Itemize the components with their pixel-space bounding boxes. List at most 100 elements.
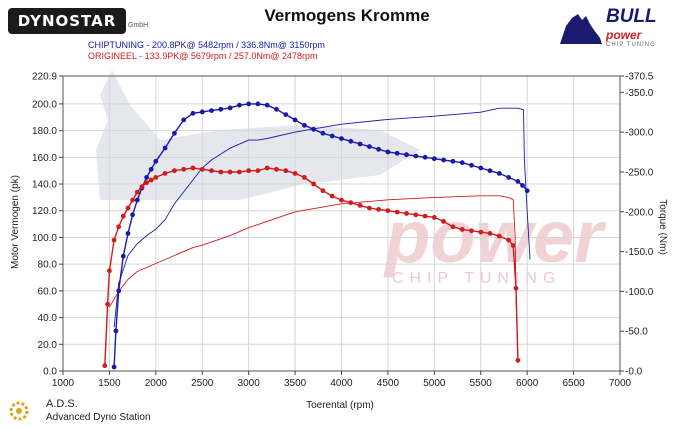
watermark: power CHIP TUNING [96,70,607,287]
series-origineel-point [134,189,140,195]
series-origineel-point [394,209,400,215]
series-origineel-point [153,175,159,180]
x-tick-label: 1000 [52,378,75,389]
series-chiptuning-point [246,101,252,107]
axis-labels: Toerental (rpm) Motor Vermogen (pk) Torq… [10,175,668,411]
series-chiptuning-point [130,212,136,218]
series-chiptuning-point [283,112,289,117]
series-origineel-point [385,208,391,214]
y-axis-label: Motor Vermogen (pk) [10,175,21,269]
series-origineel-point [459,227,465,232]
series-chiptuning-point [413,153,419,159]
series-origineel-point [292,171,298,176]
series-origineel-point [218,169,224,175]
y-tick-label: 200.0 [32,99,57,110]
x-tick-label: 4000 [330,378,353,389]
series-origineel-point [283,168,289,174]
x-tick-label: 5000 [423,378,446,389]
series-chiptuning-point [520,183,525,188]
series-chiptuning-point [148,166,154,172]
series-origineel-point [320,188,326,194]
y-tick-label: 140.0 [32,180,57,191]
y2-tick-label: -300.0 [625,128,654,139]
x-tick-label: 3000 [238,378,261,389]
x-tick-label: 7000 [609,378,632,389]
series-origineel-point [311,181,316,187]
bull-logo-word: BULL [606,6,657,27]
series-chiptuning-point [162,145,168,151]
series-chiptuning-point [487,168,493,174]
bull-logo-power: power [606,28,642,42]
series-origineel-point [513,285,519,291]
series-chiptuning-point [227,105,233,111]
series-origineel-point [190,165,196,171]
series-chiptuning-point [125,231,131,236]
y2-tick-label: -370.5 [625,72,654,83]
legend-chiptuning: CHIPTUNING - 200.8PK@ 5482rpm / 336.8Nm@… [88,40,325,50]
series-chiptuning-point [478,165,484,171]
series-chiptuning-point [459,160,465,166]
series-origineel-point [237,169,242,175]
series-origineel-point [144,180,150,186]
y2-tick-label: -200.0 [625,207,654,218]
series-origineel-point [130,197,136,203]
x-tick-label: 6500 [562,378,585,389]
series-chiptuning-point [190,110,196,116]
series-origineel-point [227,169,233,175]
series-chiptuning-point [431,156,437,162]
x-tick-label: 2000 [145,378,168,389]
series-origineel-point [274,166,279,172]
bull-logo-chip: CHIP TUNING [606,42,656,48]
chart-title: Vermogens Kromme [264,6,430,25]
series-origineel-point [264,165,270,171]
series-origineel-point [413,212,419,218]
series-chiptuning-point [469,162,474,168]
y-tick-label: 60.0 [38,286,58,297]
y-tick-label: 0.0 [43,367,57,378]
series-origineel-point [116,224,122,230]
series-chiptuning-point [376,146,381,152]
series-origineel-point [510,243,516,248]
y-tick-label: 120.0 [32,206,57,217]
y-tick-label: 80.0 [38,260,58,271]
ads-brand: A.D.S. [46,398,78,410]
series-chiptuning-power-line [113,103,528,368]
y2-tick-label: -250.0 [625,167,654,178]
watermark-bull-icon [96,70,420,200]
series-chiptuning-point [209,108,214,113]
series-origineel-point [162,171,168,176]
series-chiptuning-point [385,149,391,155]
y-tick-label: 40.0 [38,313,58,324]
series-origineel-point [376,207,381,212]
y2-tick-label: -100.0 [625,287,654,298]
y-tick-label: 20.0 [38,340,58,351]
series-origineel-point [348,200,354,206]
x-tick-label: 5500 [470,378,493,389]
x-tick-label: 2500 [191,378,214,389]
series-chiptuning-point [113,328,119,334]
series-chiptuning-point [320,130,326,136]
series-origineel-point [367,205,372,211]
series-origineel-point [422,213,428,219]
y2-axis-label: Torque (Nm) [657,199,668,255]
y2-tick-label: -350.0 [625,88,654,99]
series-chiptuning-point [524,188,530,194]
series-origineel-point [478,229,484,235]
ads-gear-icon [9,401,29,421]
series-chiptuning-point [172,130,177,136]
axes: 1000 1500 2000 2500 3000 3500 4000 4500 5000 5500… [32,72,654,390]
bull-head-icon [560,14,602,44]
x-tick-label: 1500 [98,378,121,389]
series-origineel-point [302,175,307,180]
series-chiptuning-point [199,109,205,115]
series-chiptuning-point [496,171,502,176]
series-chiptuning-point [339,136,344,142]
series-chiptuning-point [357,141,363,147]
series-origineel-point [107,268,112,274]
series-origineel-point [496,233,502,239]
series-chiptuning-point [404,152,409,158]
y-tick-label: 180.0 [32,126,57,137]
series-origineel-point [515,357,521,363]
